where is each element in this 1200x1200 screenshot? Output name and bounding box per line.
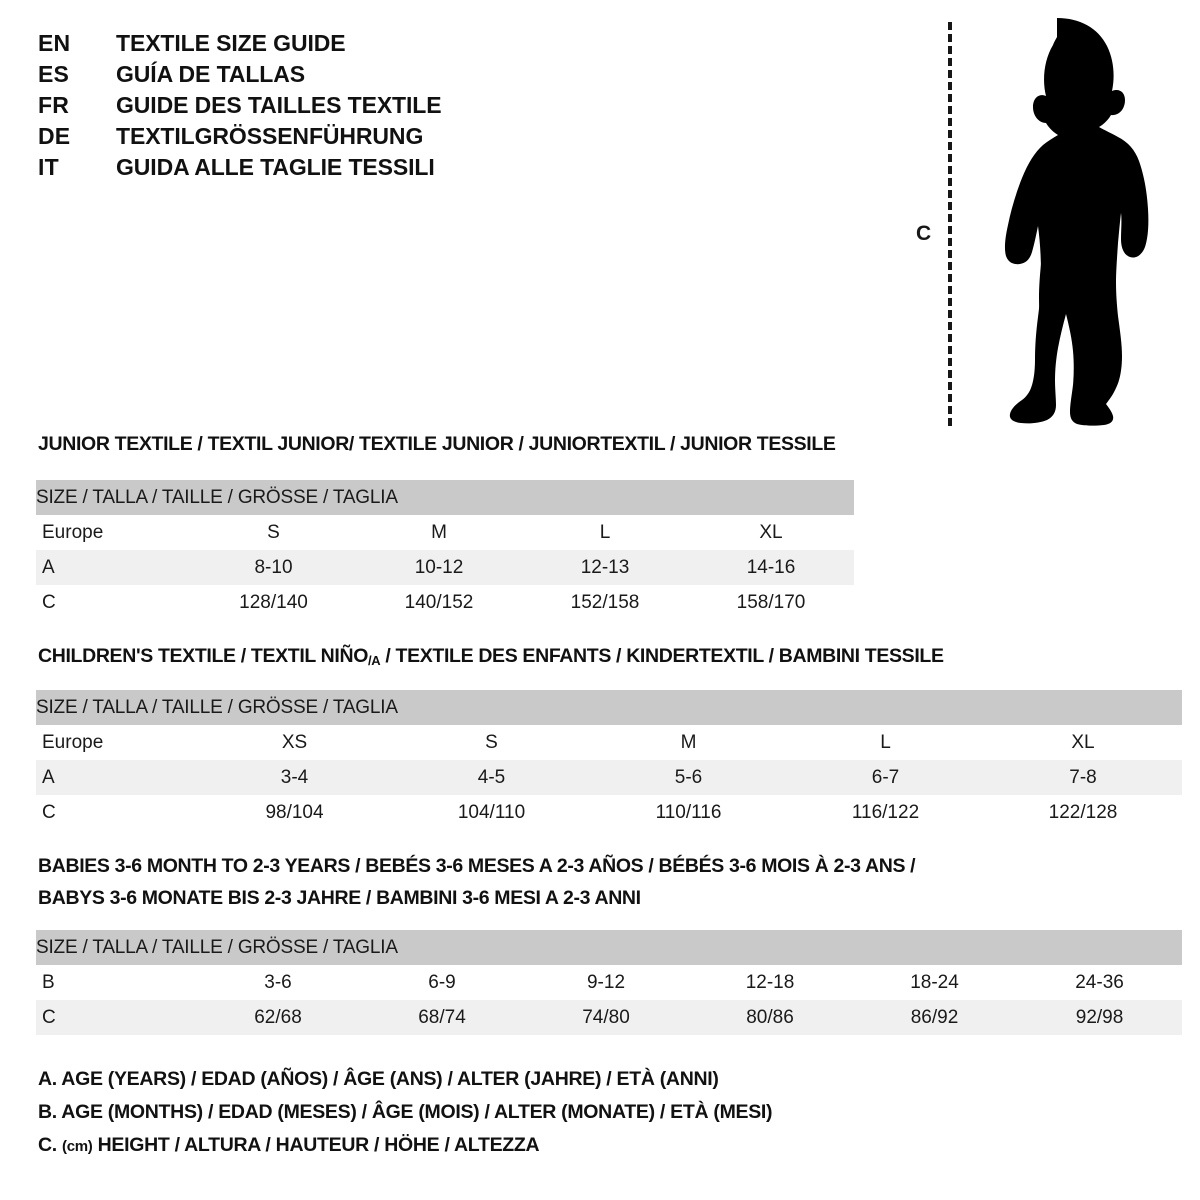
legend-line-b: B. AGE (MONTHS) / EDAD (MESES) / ÂGE (MO…	[38, 1101, 773, 1123]
cell-value: 128/140	[239, 591, 308, 613]
cell-value: 18-24	[910, 971, 959, 993]
cell-value: L	[599, 521, 611, 543]
table-band-row: SIZE / TALLA / TAILLE / GRÖSSE / TAGLIA	[36, 480, 854, 515]
cell-value: 12-18	[745, 971, 795, 993]
cell-value: 152/158	[570, 591, 640, 613]
child-silhouette-icon	[1004, 18, 1149, 426]
children-title-part1: CHILDREN'S TEXTILE / TEXTIL NIÑO	[38, 645, 369, 667]
row-label: Europe	[42, 731, 104, 753]
cell-value: 14-16	[688, 550, 854, 585]
language-row-de: DE TEXTILGRÖSSENFÜHRUNG	[38, 123, 558, 154]
language-header-block: EN TEXTILE SIZE GUIDE ES GUÍA DE TALLAS …	[38, 30, 558, 185]
cell-value: XS	[281, 731, 308, 753]
table-band-row: SIZE / TALLA / TAILLE / GRÖSSE / TAGLIA	[36, 930, 1183, 965]
junior-band-label: SIZE / TALLA / TAILLE / GRÖSSE / TAGLIA	[36, 480, 854, 515]
table-row: A 3-4 4-5 5-6 6-7 7-8	[36, 760, 1183, 795]
cell-value: 4-5	[393, 760, 590, 795]
row-label: Europe	[42, 521, 104, 543]
row-label: C	[42, 801, 56, 823]
language-title-de: TEXTILGRÖSSENFÜHRUNG	[116, 123, 424, 149]
language-code-en: EN	[38, 30, 71, 56]
cell-value: 158/170	[736, 591, 806, 613]
cell-value: 86/92	[852, 1000, 1017, 1035]
measure-label-c: C	[916, 222, 932, 245]
row-label: C	[36, 1000, 196, 1035]
cell-value: XL	[1071, 731, 1095, 753]
cell-value: 9-12	[586, 971, 626, 993]
section-title-children: CHILDREN'S TEXTILE / TEXTIL NIÑO/A / TEX…	[38, 645, 944, 668]
cell-value: 10-12	[356, 550, 522, 585]
language-title-fr: GUIDE DES TAILLES TEXTILE	[116, 92, 442, 118]
cell-value: 7-8	[984, 760, 1183, 795]
cell-value: M	[431, 521, 447, 543]
table-row: C 62/68 68/74 74/80 80/86 86/92 92/98	[36, 1000, 1183, 1035]
table-row: C 128/140 140/152 152/158 158/170	[36, 585, 854, 620]
legend-line-a: A. AGE (YEARS) / EDAD (AÑOS) / ÂGE (ANS)…	[38, 1068, 719, 1090]
cell-value: 24-36	[1075, 971, 1124, 993]
table-row: C 98/104 104/110 110/116 116/122 122/128	[36, 795, 1182, 830]
language-code-it: IT	[38, 154, 59, 180]
section-title-babies: BABIES 3-6 MONTH TO 2-3 YEARS / BEBÉS 3-…	[38, 855, 916, 910]
children-title-subscript: /A	[368, 653, 381, 668]
children-band-label: SIZE / TALLA / TAILLE / GRÖSSE / TAGLIA	[36, 690, 1183, 725]
cell-value: S	[485, 731, 498, 753]
cell-value: 8-10	[191, 550, 356, 585]
cell-value: L	[880, 731, 891, 753]
legend-c-prefix: C.	[38, 1134, 63, 1156]
children-title-part2: / TEXTILE DES ENFANTS / KINDERTEXTIL / B…	[380, 645, 944, 667]
cell-value: XL	[759, 521, 783, 543]
cell-value: 3-6	[264, 971, 292, 993]
junior-size-table: SIZE / TALLA / TAILLE / GRÖSSE / TAGLIA …	[36, 480, 854, 620]
height-figure: C	[900, 8, 1170, 438]
language-code-de: DE	[38, 123, 71, 149]
table-row: Europe S M L XL	[36, 515, 854, 550]
row-label: A	[36, 760, 196, 795]
babies-band-label: SIZE / TALLA / TAILLE / GRÖSSE / TAGLIA	[36, 930, 1183, 965]
legend-line-c: C. (cm) HEIGHT / ALTURA / HAUTEUR / HÖHE…	[38, 1134, 772, 1167]
row-label: A	[36, 550, 191, 585]
cell-value: 104/110	[457, 801, 526, 823]
cell-value: 74/80	[524, 1000, 688, 1035]
section-title-junior: JUNIOR TEXTILE / TEXTIL JUNIOR/ TEXTILE …	[38, 433, 836, 455]
cell-value: 6-9	[428, 971, 456, 993]
cell-value: M	[680, 731, 697, 753]
table-row: B 3-6 6-9 9-12 12-18 18-24 24-36	[36, 965, 1182, 1000]
cell-value: 80/86	[688, 1000, 852, 1035]
children-size-table: SIZE / TALLA / TAILLE / GRÖSSE / TAGLIA …	[36, 690, 1183, 830]
language-code-fr: FR	[38, 92, 70, 118]
cell-value: 98/104	[265, 801, 324, 823]
cell-value: 68/74	[360, 1000, 524, 1035]
table-row: Europe XS S M L XL	[36, 725, 1182, 760]
row-label: C	[42, 591, 56, 613]
cell-value: 3-4	[196, 760, 393, 795]
babies-title-line1: BABIES 3-6 MONTH TO 2-3 YEARS / BEBÉS 3-…	[38, 855, 916, 877]
row-label: B	[42, 971, 55, 993]
table-band-row: SIZE / TALLA / TAILLE / GRÖSSE / TAGLIA	[36, 690, 1183, 725]
language-title-en: TEXTILE SIZE GUIDE	[116, 30, 346, 56]
language-row-es: ES GUÍA DE TALLAS	[38, 61, 558, 92]
cell-value: 116/122	[851, 801, 920, 823]
language-code-es: ES	[38, 61, 70, 87]
cell-value: 6-7	[787, 760, 984, 795]
cell-value: 110/116	[655, 801, 722, 823]
babies-size-table: SIZE / TALLA / TAILLE / GRÖSSE / TAGLIA …	[36, 930, 1183, 1035]
legend-c-unit: (cm)	[62, 1138, 93, 1155]
table-row: A 8-10 10-12 12-13 14-16	[36, 550, 854, 585]
babies-title-line2: BABYS 3-6 MONATE BIS 2-3 JAHRE / BAMBINI…	[38, 887, 641, 909]
language-title-es: GUÍA DE TALLAS	[116, 61, 305, 87]
language-row-it: IT GUIDA ALLE TAGLIE TESSILI	[38, 154, 558, 185]
language-row-en: EN TEXTILE SIZE GUIDE	[38, 30, 558, 61]
cell-value: 140/152	[404, 591, 474, 613]
cell-value: 62/68	[196, 1000, 360, 1035]
cell-value: 5-6	[590, 760, 787, 795]
language-title-it: GUIDA ALLE TAGLIE TESSILI	[116, 154, 435, 180]
cell-value: 122/128	[1048, 801, 1118, 823]
legend-block: A. AGE (YEARS) / EDAD (AÑOS) / ÂGE (ANS)…	[38, 1068, 773, 1167]
dashed-height-line-icon	[948, 22, 952, 426]
legend-c-rest: HEIGHT / ALTURA / HAUTEUR / HÖHE / ALTEZ…	[92, 1134, 540, 1156]
cell-value: 92/98	[1017, 1000, 1183, 1035]
cell-value: 12-13	[522, 550, 688, 585]
language-row-fr: FR GUIDE DES TAILLES TEXTILE	[38, 92, 558, 123]
cell-value: S	[267, 521, 280, 543]
